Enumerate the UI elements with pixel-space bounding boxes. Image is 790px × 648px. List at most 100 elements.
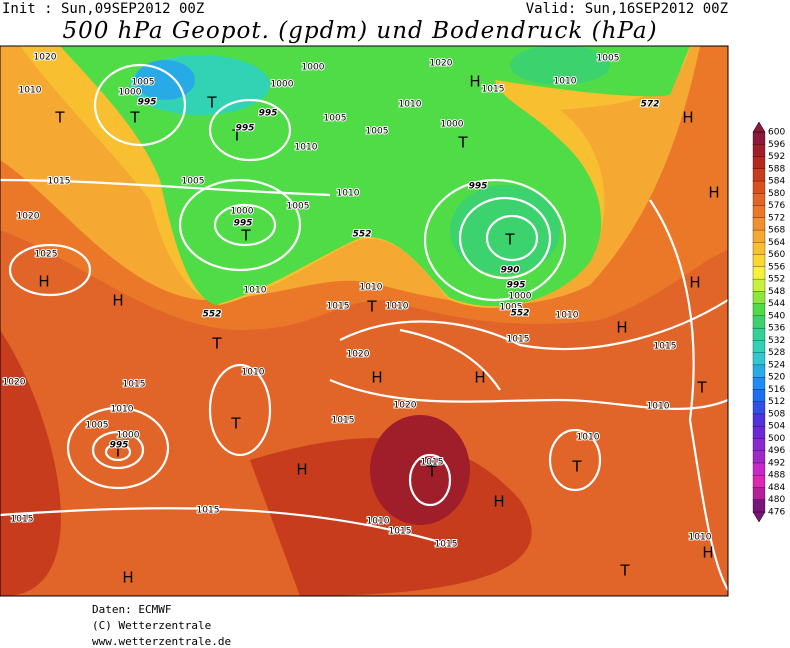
- isobar-label: 572: [641, 100, 660, 110]
- pressure-center: H: [122, 569, 133, 587]
- isobar-label: 1015: [654, 342, 677, 352]
- colorbar: 600 596 592 588 584 580 576 572 568 564 560 556 552 5…: [752, 121, 785, 523]
- colorbar-label: 560: [768, 250, 785, 260]
- pressure-center: H: [689, 274, 700, 292]
- isobar-label: 1005: [86, 421, 109, 431]
- pressure-center: T: [54, 109, 65, 127]
- isobar-label: 1015: [327, 302, 350, 312]
- pressure-center: T: [240, 227, 251, 245]
- isobar-label: 1000: [117, 431, 140, 441]
- pressure-center: T: [231, 127, 242, 145]
- isobar-label: 1000: [509, 292, 532, 302]
- map-frame: [0, 45, 729, 597]
- colorbar-bin: [752, 438, 766, 452]
- isobar-label: 1015: [435, 540, 458, 550]
- colorbar-bin: [752, 499, 766, 513]
- colorbar-arrow: [752, 511, 766, 523]
- colorbar-bin: [752, 278, 766, 293]
- isobar-label: 995: [469, 182, 488, 192]
- isobar-label: 995: [507, 281, 526, 291]
- warm-core: [0, 330, 532, 596]
- colorbar-label: 576: [768, 201, 785, 211]
- colorbar-bin: [752, 254, 766, 268]
- pressure-center: T: [129, 109, 140, 127]
- isobar-label: 1020: [394, 401, 417, 411]
- pressure-center: H: [371, 369, 382, 387]
- isobar-label: 1015: [48, 177, 71, 187]
- pressure-center: H: [38, 273, 49, 291]
- colorbar-label: 488: [768, 471, 785, 481]
- colorbar-label: 584: [768, 177, 785, 187]
- isobar-label: 995: [110, 441, 129, 451]
- isobar-label: 1010: [689, 533, 712, 543]
- isobar-label: 995: [138, 98, 157, 108]
- colorbar-label: 536: [768, 324, 785, 334]
- colorbar-bin: [752, 462, 766, 476]
- colorbar-label: 500: [768, 434, 785, 444]
- isobar-label: 552: [203, 310, 222, 320]
- pressure-center: T: [504, 231, 515, 249]
- colorbar-bin: [752, 217, 766, 231]
- footer-copyright: (C) Wetterzentrale: [92, 619, 211, 632]
- colorbar-bin: [752, 156, 766, 170]
- isobar-label: 1015: [421, 458, 444, 468]
- colorbar-label: 528: [768, 348, 785, 358]
- colorbar-label: 580: [768, 189, 785, 199]
- pressure-center: H: [708, 184, 719, 202]
- pressure-center: H: [682, 109, 693, 127]
- colorbar-label: 508: [768, 409, 785, 419]
- pressure-center: T: [366, 298, 377, 316]
- colorbar-bin: [752, 144, 766, 158]
- isobar-label: 1020: [3, 378, 26, 388]
- colorbar-label: 504: [768, 422, 785, 432]
- colorbar-arrow: [752, 121, 766, 133]
- colorbar-bin: [752, 266, 766, 280]
- isobar-label: 552: [511, 309, 530, 319]
- isobar-label: 1005: [324, 114, 347, 124]
- isobar-label: 1010: [367, 517, 390, 527]
- init-time: Init : Sun,09SEP2012 00Z: [2, 1, 204, 17]
- colorbar-label: 572: [768, 213, 785, 223]
- isobar-label: 1010: [554, 77, 577, 87]
- colorbar-bin: [752, 475, 766, 489]
- colorbar-label: 548: [768, 287, 785, 297]
- isobar-label: 1015: [332, 416, 355, 426]
- pressure-center: T: [571, 458, 582, 476]
- colorbar-label: 600: [768, 128, 785, 138]
- colorbar-bin: [752, 487, 766, 501]
- colorbar-label: 544: [768, 299, 785, 309]
- colorbar-label: 476: [768, 508, 785, 518]
- colorbar-label: 516: [768, 385, 785, 395]
- colorbar-bin: [752, 242, 766, 256]
- pressure-center: T: [696, 379, 707, 397]
- isobar-label: 1005: [132, 78, 155, 88]
- pressure-center: H: [493, 493, 504, 511]
- colorbar-label: 480: [768, 495, 785, 505]
- colorbar-bin: [752, 180, 766, 194]
- cold-core: [135, 60, 195, 100]
- isobar-label: 1010: [244, 286, 267, 296]
- colorbar-bin: [752, 401, 766, 415]
- colorbar-label: 556: [768, 262, 785, 272]
- colorbar-bin: [752, 303, 766, 317]
- colorbar-bin: [752, 352, 766, 366]
- colorbar-bin: [752, 426, 766, 440]
- colorbar-label: 596: [768, 140, 785, 150]
- pressure-center: H: [296, 461, 307, 479]
- colorbar-label: 532: [768, 336, 785, 346]
- isobar-label: 1000: [441, 120, 464, 130]
- isobar-label: 1020: [347, 350, 370, 360]
- colorbar-bin: [752, 291, 766, 305]
- map-title: 500 hPa Geopot. (gpdm) und Bodendruck (h…: [62, 18, 657, 44]
- isobar-label: 995: [236, 124, 255, 134]
- isobar-label: 1005: [597, 54, 620, 64]
- isobar-label: 1010: [647, 402, 670, 412]
- colorbar-bin: [752, 389, 766, 403]
- pressure-center: H: [474, 369, 485, 387]
- isobar-label: 1015: [389, 527, 412, 537]
- isobar-label: 1005: [287, 202, 310, 212]
- colorbar-label: 520: [768, 373, 785, 383]
- isobar-label: 1020: [430, 59, 453, 69]
